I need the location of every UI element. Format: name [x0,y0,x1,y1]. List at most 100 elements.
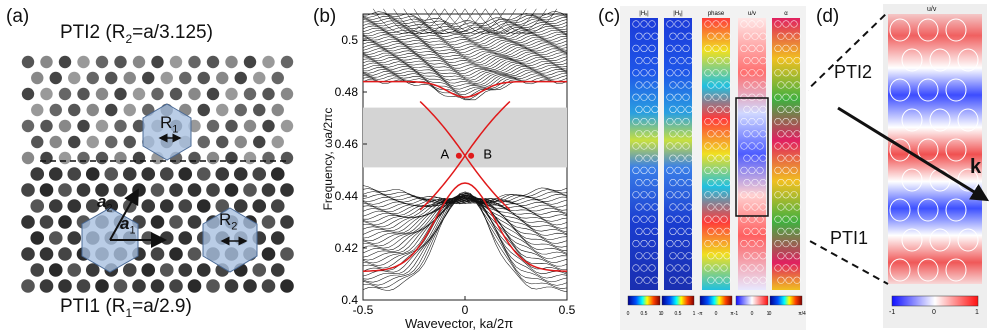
rod-outline [929,48,951,72]
lattice-rod [196,199,211,213]
lattice-rod [141,231,156,245]
lattice-rod [280,119,294,133]
x-tick-label: 0.5 [559,303,576,317]
lattice-rod [58,87,72,101]
rod-outline [901,168,923,192]
a1-label: a1 [120,214,136,237]
pti1-zoom-label: PTI1 [830,228,869,248]
lattice-rod [280,215,294,229]
lattice-rod [253,71,266,85]
lattice-rod [261,247,276,261]
lattice-rod [270,231,285,245]
lattice-rod [49,103,62,117]
lattice-rod [270,167,285,181]
lattice-rod [39,183,54,197]
mesh-band [495,8,558,34]
lattice-rod [95,183,109,197]
bulk-band [362,35,567,53]
lattice-rod [49,135,62,149]
bulk-band [362,68,568,90]
lattice-rod [48,263,63,277]
bulk-band [363,29,568,46]
unit-cell-r1 [142,103,192,161]
lattice-rod [95,151,109,165]
bulk-band [362,194,568,244]
lattice-rod [58,247,72,261]
lattice-rod [216,103,229,117]
lattice-rod [224,183,239,197]
rod-outline [889,18,911,42]
lattice-rod [30,199,45,213]
bulk-band [362,60,568,81]
lattice-rod [271,71,284,85]
lattice-rod [58,55,72,69]
lattice-rod [86,103,99,117]
lattice-rod [105,71,118,85]
lattice-rod [123,135,136,149]
lattice-rod [206,279,220,293]
lattice-rod [169,87,183,101]
bulk-band [362,15,568,30]
lattice-rod [215,199,230,213]
lattice-rod [40,87,53,101]
lattice-rod [234,135,247,149]
bulk-band [362,77,568,100]
lattice-rod [85,199,100,213]
bulk-band [362,48,568,66]
lattice-rod [178,199,193,213]
lattice-rod [197,103,210,117]
lattice-rod [196,167,211,181]
bulk-band [362,195,568,248]
bulk-band [362,193,568,264]
zoom-colorbar-tick: 0 [932,309,936,316]
y-tick-label: 0.48 [335,85,359,99]
y-axis-label: Frequency, ωa/2πc [321,107,335,211]
lattice-rod [86,71,99,85]
lattice-rod [178,263,193,277]
lattice-rod [95,279,109,293]
bulk-band [362,188,568,205]
rod-outline [929,108,951,132]
y-tick-label: 0.44 [335,189,359,203]
lattice-rod [280,247,294,261]
bulk-band [362,196,568,229]
colorbar-tick: 0 [769,311,772,317]
lattice-rod [261,279,276,293]
bulk-band [362,79,568,101]
upper-bulk-bands [362,11,568,101]
panel-c-label: (c) [598,6,621,27]
lattice-rod [31,103,44,117]
x-tick-label: 0 [462,303,469,317]
strip-colorbar [627,295,661,306]
lattice-rod [188,87,201,101]
pti2-zoom-label: PTI2 [834,62,873,82]
mesh-band [444,8,507,34]
colorbar-tick: 0 [751,311,754,317]
lattice-rod [243,119,257,133]
bulk-band [362,196,568,226]
strip-title: u/v [748,11,756,17]
lattice-rod [48,231,63,245]
bulk-band [362,193,568,280]
panel-d: (d) u/v PTI2 PTI1 k -1 0 1 [808,0,992,335]
lattice-rod [67,199,82,213]
bulk-band [362,33,568,51]
rod-outline [945,18,967,42]
lattice-rod [262,151,275,165]
mesh-band [464,8,527,34]
zoom-region-box [735,97,769,217]
bulk-band [362,52,568,72]
lattice-rod [132,55,146,69]
bulk-band [362,62,568,83]
colorbar-tick: 0 [661,311,664,317]
bulk-band [362,64,568,84]
lattice-rod [77,87,90,101]
colorbar-tick: 0 [627,311,630,317]
lattice-rod [114,151,127,165]
lattice-rod [30,263,45,277]
lattice-rod [187,183,202,197]
lattice-rod [206,119,220,133]
lattice-rod [243,151,257,165]
lattice-rod [58,279,72,293]
rod-outline [901,108,923,132]
